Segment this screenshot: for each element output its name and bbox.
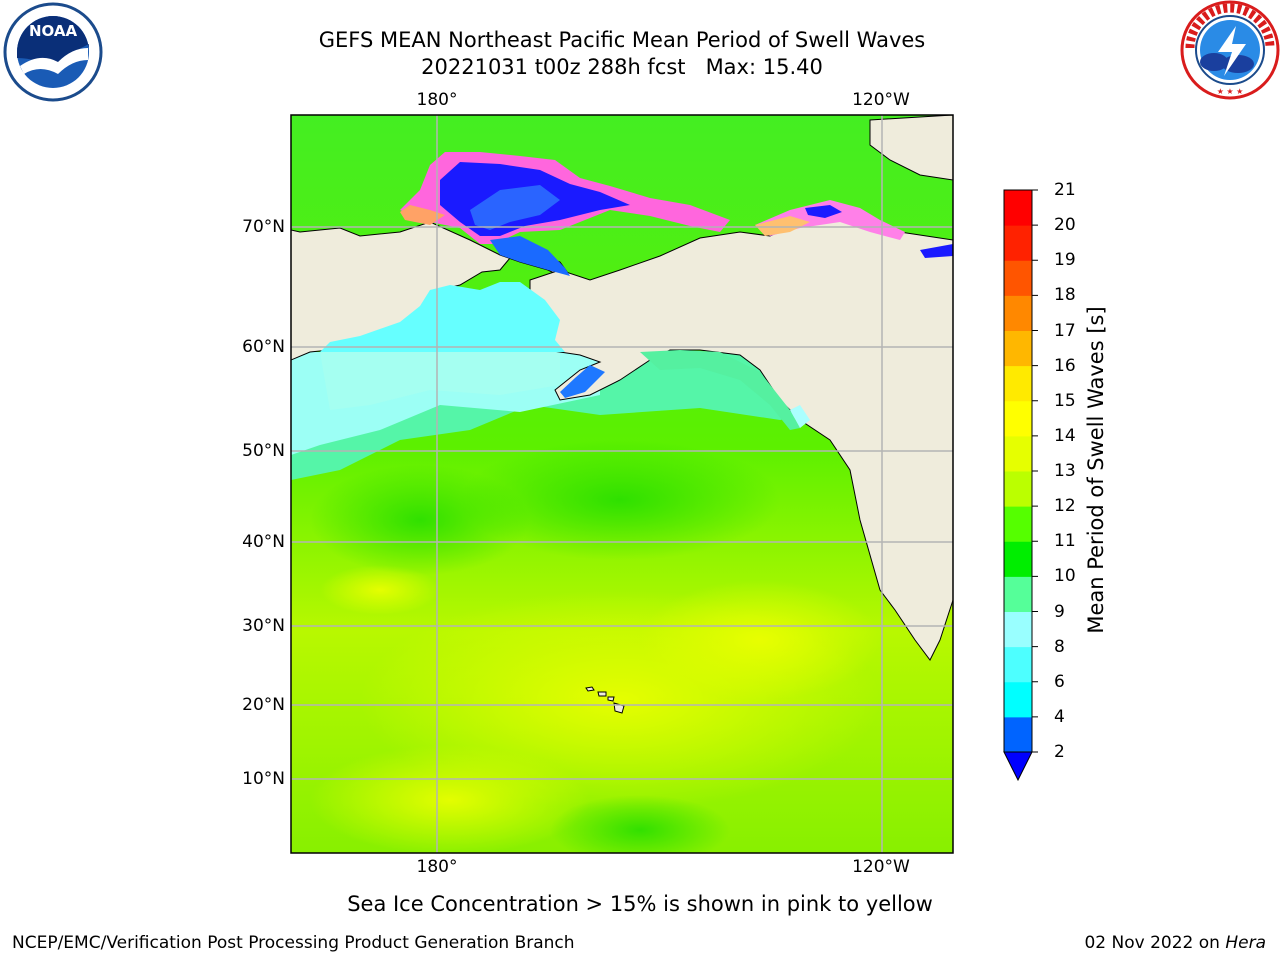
colorbar-segment	[1004, 190, 1032, 226]
land-arctic-islands	[869, 115, 953, 181]
colorbar-tick-label: 2	[1054, 742, 1065, 762]
nws-logo-icon: ★ ★ ★	[1180, 0, 1280, 100]
colorbar-segment	[1004, 506, 1032, 542]
island	[607, 696, 615, 702]
colorbar-segment	[1004, 260, 1032, 296]
colorbar-segment	[1004, 716, 1032, 753]
colorbar-tick-label: 14	[1054, 425, 1076, 446]
noaa-logo-icon: NOAA	[3, 2, 103, 102]
swell-zone-light	[320, 352, 560, 410]
swell-patch-yellow	[310, 745, 590, 853]
swell-patch-green	[460, 440, 780, 560]
colorbar-segment	[1004, 646, 1032, 683]
footer-host: Hera	[1225, 933, 1266, 953]
map-frame	[290, 114, 954, 854]
swell-zone-6-8	[320, 282, 565, 352]
colorbar-segment	[1004, 471, 1032, 507]
sea-ice-edge	[755, 216, 810, 236]
swell-patch-green	[310, 465, 530, 575]
colorbar-tick-label: 9	[1054, 601, 1065, 622]
lat-label-10n: 10°N	[242, 769, 285, 789]
colorbar	[1003, 189, 1038, 782]
svg-text:★ ★ ★: ★ ★ ★	[1217, 87, 1244, 96]
colorbar-tick-label: 17	[1054, 320, 1076, 341]
map-subtitle: 20221031 t00z 288h fcst Max: 15.40	[421, 55, 823, 79]
sea-ice-edge	[400, 205, 445, 225]
footer-credit: NCEP/EMC/Verification Post Processing Pr…	[12, 933, 575, 953]
island	[597, 691, 607, 697]
colorbar-extension	[1003, 751, 1033, 782]
colorbar-tick-label: 21	[1054, 180, 1076, 200]
graticule	[291, 115, 953, 853]
swell-patch-green	[550, 795, 730, 853]
map-field	[291, 115, 953, 853]
colorbar-segment	[1004, 435, 1032, 472]
lat-label-20n: 20°N	[242, 695, 285, 715]
swell-patch-yellow	[320, 565, 440, 615]
island	[585, 686, 595, 692]
colorbar-tick-label: 11	[1054, 531, 1076, 552]
swell-zone-8-9	[790, 405, 810, 428]
colorbar-segment	[1004, 330, 1032, 367]
swell-zone-2-4	[490, 236, 570, 276]
lat-label-60n: 60°N	[242, 337, 285, 357]
lon-label-top-120w: 120°W	[852, 90, 910, 110]
colorbar-segment	[1004, 541, 1032, 577]
colorbar-label: Mean Period of Swell Waves [s]	[1084, 306, 1108, 634]
lat-label-40n: 40°N	[242, 532, 285, 552]
colorbar-tick-label: 12	[1054, 496, 1076, 517]
lon-label-bottom-120w: 120°W	[852, 857, 910, 877]
colorbar-tick-label: 8	[1054, 636, 1065, 657]
swell-zone-4-6	[560, 365, 605, 398]
colorbar-segment	[1004, 295, 1032, 331]
colorbar-segment	[1004, 576, 1032, 612]
colorbar-tick-label: 20	[1054, 215, 1076, 236]
lat-label-70n: 70°N	[242, 217, 285, 237]
sea-ice-note: Sea Ice Concentration > 15% is shown in …	[347, 892, 933, 916]
map-title: GEFS MEAN Northeast Pacific Mean Period …	[318, 28, 926, 52]
colorbar-segment	[1004, 365, 1032, 402]
colorbar-tick-label: 13	[1054, 461, 1076, 481]
lon-label-bottom-180: 180°	[416, 857, 458, 877]
colorbar-segment	[1004, 400, 1032, 437]
colorbar-tick-label: 16	[1054, 355, 1076, 376]
colorbar-tick-label: 10	[1054, 566, 1076, 587]
footer-date: 02 Nov 2022 on Hera	[1084, 932, 1266, 954]
lat-label-50n: 50°N	[242, 441, 285, 461]
swell-zone-2-4	[470, 185, 560, 230]
noaa-logo-text: NOAA	[29, 22, 78, 40]
swell-zone-2-4	[805, 205, 842, 218]
colorbar-tick-label: 15	[1054, 390, 1076, 411]
colorbar-tick-label: 19	[1054, 250, 1076, 271]
colorbar-tick-label: 4	[1054, 706, 1065, 727]
colorbar-segment	[1004, 681, 1032, 718]
footer-date-text: 02 Nov 2022 on	[1084, 933, 1226, 953]
colorbar-tick-label: 18	[1054, 285, 1076, 306]
swell-zone-2-4	[920, 244, 953, 258]
colorbar-segment	[1004, 611, 1032, 648]
lat-label-30n: 30°N	[242, 616, 285, 636]
swell-patch-yellow	[640, 580, 880, 700]
swell-zone-9-10	[640, 350, 800, 430]
colorbar-tick-label: 6	[1054, 671, 1065, 692]
lon-label-top-180: 180°	[416, 90, 458, 110]
colorbar-segment	[1004, 225, 1032, 261]
